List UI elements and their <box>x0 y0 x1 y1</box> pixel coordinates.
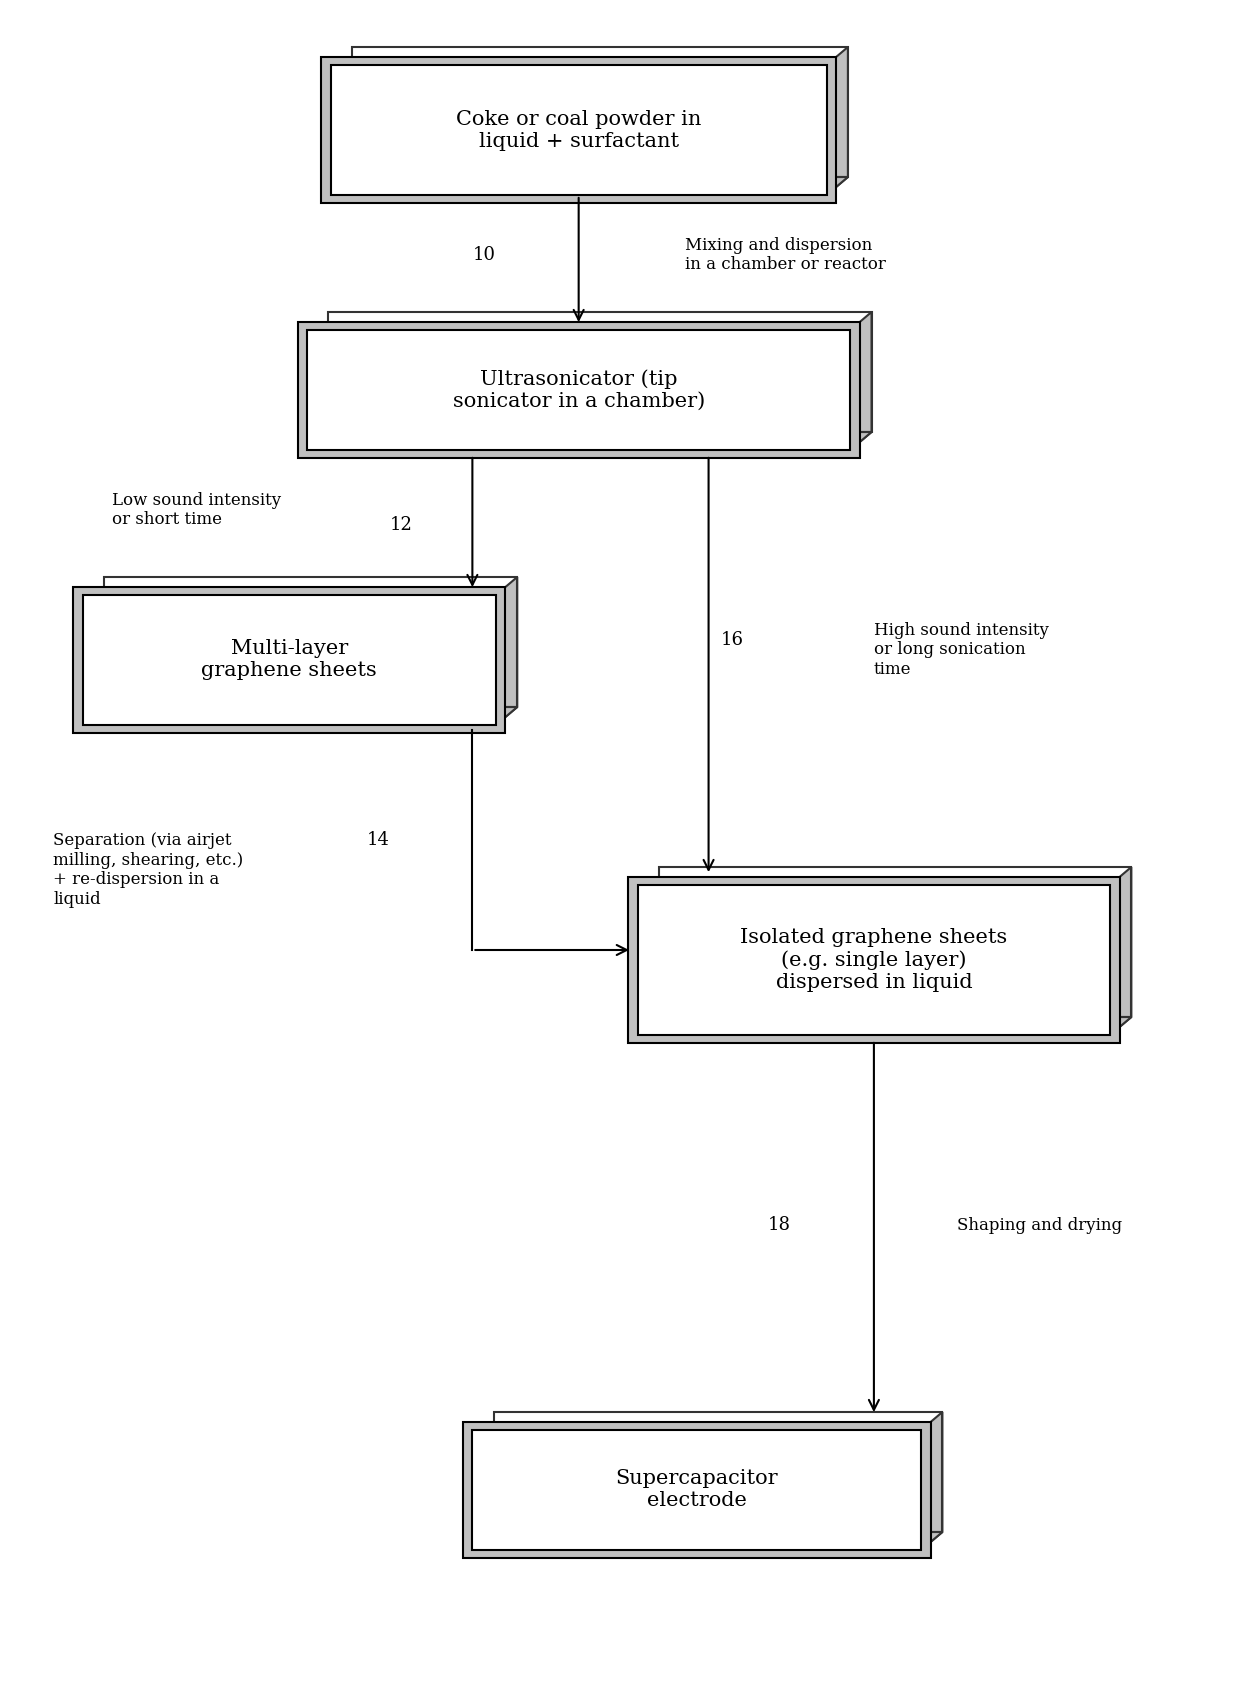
Bar <box>298 323 859 458</box>
Text: Separation (via airjet
milling, shearing, etc.)
+ re-dispersion in a
liquid: Separation (via airjet milling, shearing… <box>53 833 243 909</box>
Text: Shaping and drying: Shaping and drying <box>956 1216 1122 1233</box>
Text: 18: 18 <box>768 1216 791 1235</box>
Bar <box>463 1422 930 1557</box>
Bar <box>104 578 517 708</box>
Bar <box>331 64 827 194</box>
Bar <box>308 329 851 449</box>
Polygon shape <box>851 312 872 449</box>
Polygon shape <box>921 1412 942 1551</box>
Text: Mixing and dispersion
in a chamber or reactor: Mixing and dispersion in a chamber or re… <box>684 236 885 274</box>
Text: High sound intensity
or long sonication
time: High sound intensity or long sonication … <box>874 622 1049 677</box>
Text: 14: 14 <box>367 831 389 850</box>
Polygon shape <box>331 177 848 194</box>
Text: Ultrasonicator (tip
sonicator in a chamber): Ultrasonicator (tip sonicator in a chamb… <box>453 370 704 410</box>
Bar <box>352 47 848 177</box>
Bar <box>494 1412 942 1532</box>
Polygon shape <box>308 432 872 449</box>
Text: 10: 10 <box>472 247 496 263</box>
Bar <box>73 588 506 733</box>
Text: Coke or coal powder in
liquid + surfactant: Coke or coal powder in liquid + surfacta… <box>456 110 702 150</box>
Polygon shape <box>472 1532 942 1551</box>
Polygon shape <box>827 47 848 194</box>
Bar <box>637 885 1110 1035</box>
Polygon shape <box>1110 866 1131 1035</box>
Bar <box>83 595 496 725</box>
Text: Multi-layer
graphene sheets: Multi-layer graphene sheets <box>201 640 377 681</box>
Text: Low sound intensity
or short time: Low sound intensity or short time <box>112 491 281 529</box>
Text: Isolated graphene sheets
(e.g. single layer)
dispersed in liquid: Isolated graphene sheets (e.g. single la… <box>740 927 1008 991</box>
Bar <box>329 312 872 432</box>
Text: Supercapacitor
electrode: Supercapacitor electrode <box>615 1469 777 1510</box>
Polygon shape <box>496 578 517 725</box>
Bar <box>472 1431 921 1551</box>
Polygon shape <box>637 1017 1131 1035</box>
Bar <box>321 57 836 203</box>
Bar <box>658 866 1131 1017</box>
Polygon shape <box>83 708 517 725</box>
Text: 16: 16 <box>720 632 744 649</box>
Bar <box>629 877 1120 1044</box>
Text: 12: 12 <box>391 517 413 534</box>
